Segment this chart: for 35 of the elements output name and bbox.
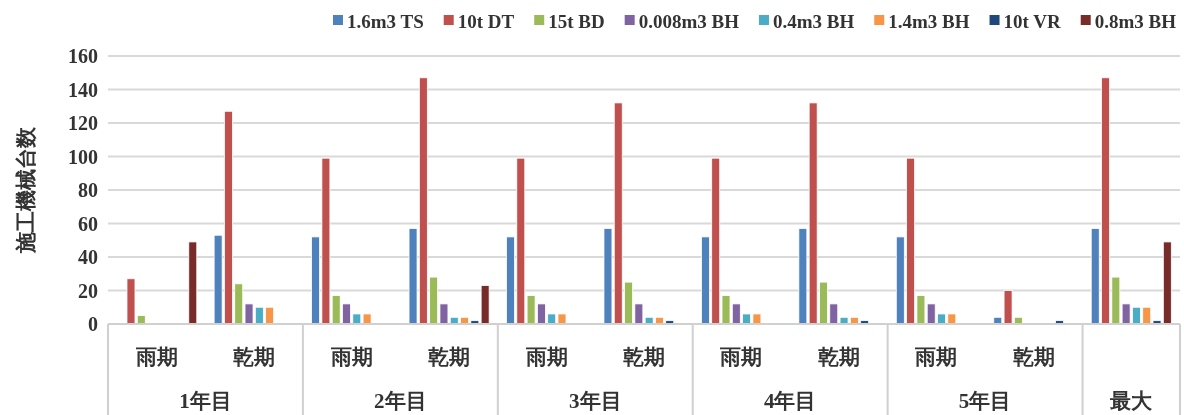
- legend-label: 1.4m3 BH: [888, 11, 970, 32]
- text: 5年目: [958, 389, 1012, 413]
- y-tick-label: 80: [78, 179, 98, 201]
- text: 最大: [1109, 389, 1154, 413]
- text: 2年目: [374, 389, 427, 413]
- x-tick-label: 雨期: [329, 345, 373, 369]
- y-tick-label: 40: [78, 246, 98, 268]
- x-tick-label: 雨期: [524, 345, 568, 369]
- y-tick-label: 0: [88, 313, 98, 335]
- x-tick-label: 乾期: [1012, 345, 1055, 369]
- x-tick-label: 雨期: [914, 345, 958, 369]
- legend-label: 1.6m3 TS: [346, 11, 424, 32]
- y-tick-label: 60: [78, 212, 98, 235]
- y-axis-title: 施工機械台数: [14, 126, 38, 254]
- text: 4年目: [763, 389, 817, 413]
- y-tick-label: 20: [78, 279, 98, 302]
- x-tick-label: 乾期: [623, 345, 665, 369]
- bar: [188, 241, 198, 325]
- y-tick-label: 120: [68, 112, 98, 134]
- legend-label: 0.008m3 BH: [638, 11, 740, 32]
- y-tick-label: 100: [68, 145, 98, 168]
- legend-label: 10t DT: [457, 11, 515, 32]
- text: 1年目: [179, 389, 232, 413]
- legend-label: 10t VR: [1003, 11, 1061, 32]
- x-tick-label: 雨期: [134, 345, 178, 369]
- x-tick-label: 乾期: [233, 345, 276, 369]
- y-tick-label: 140: [68, 78, 98, 101]
- legend-label: 15t BD: [548, 11, 605, 32]
- x-tick-label: 乾期: [817, 345, 860, 369]
- x-tick-label: 雨期: [719, 345, 763, 369]
- legend-label: 0.8m3 BH: [1094, 11, 1177, 32]
- y-tick-label: 160: [68, 45, 98, 67]
- text: 3年目: [569, 389, 622, 413]
- legend-label: 0.4m3 BH: [772, 11, 855, 32]
- x-tick-label: 乾期: [428, 345, 471, 369]
